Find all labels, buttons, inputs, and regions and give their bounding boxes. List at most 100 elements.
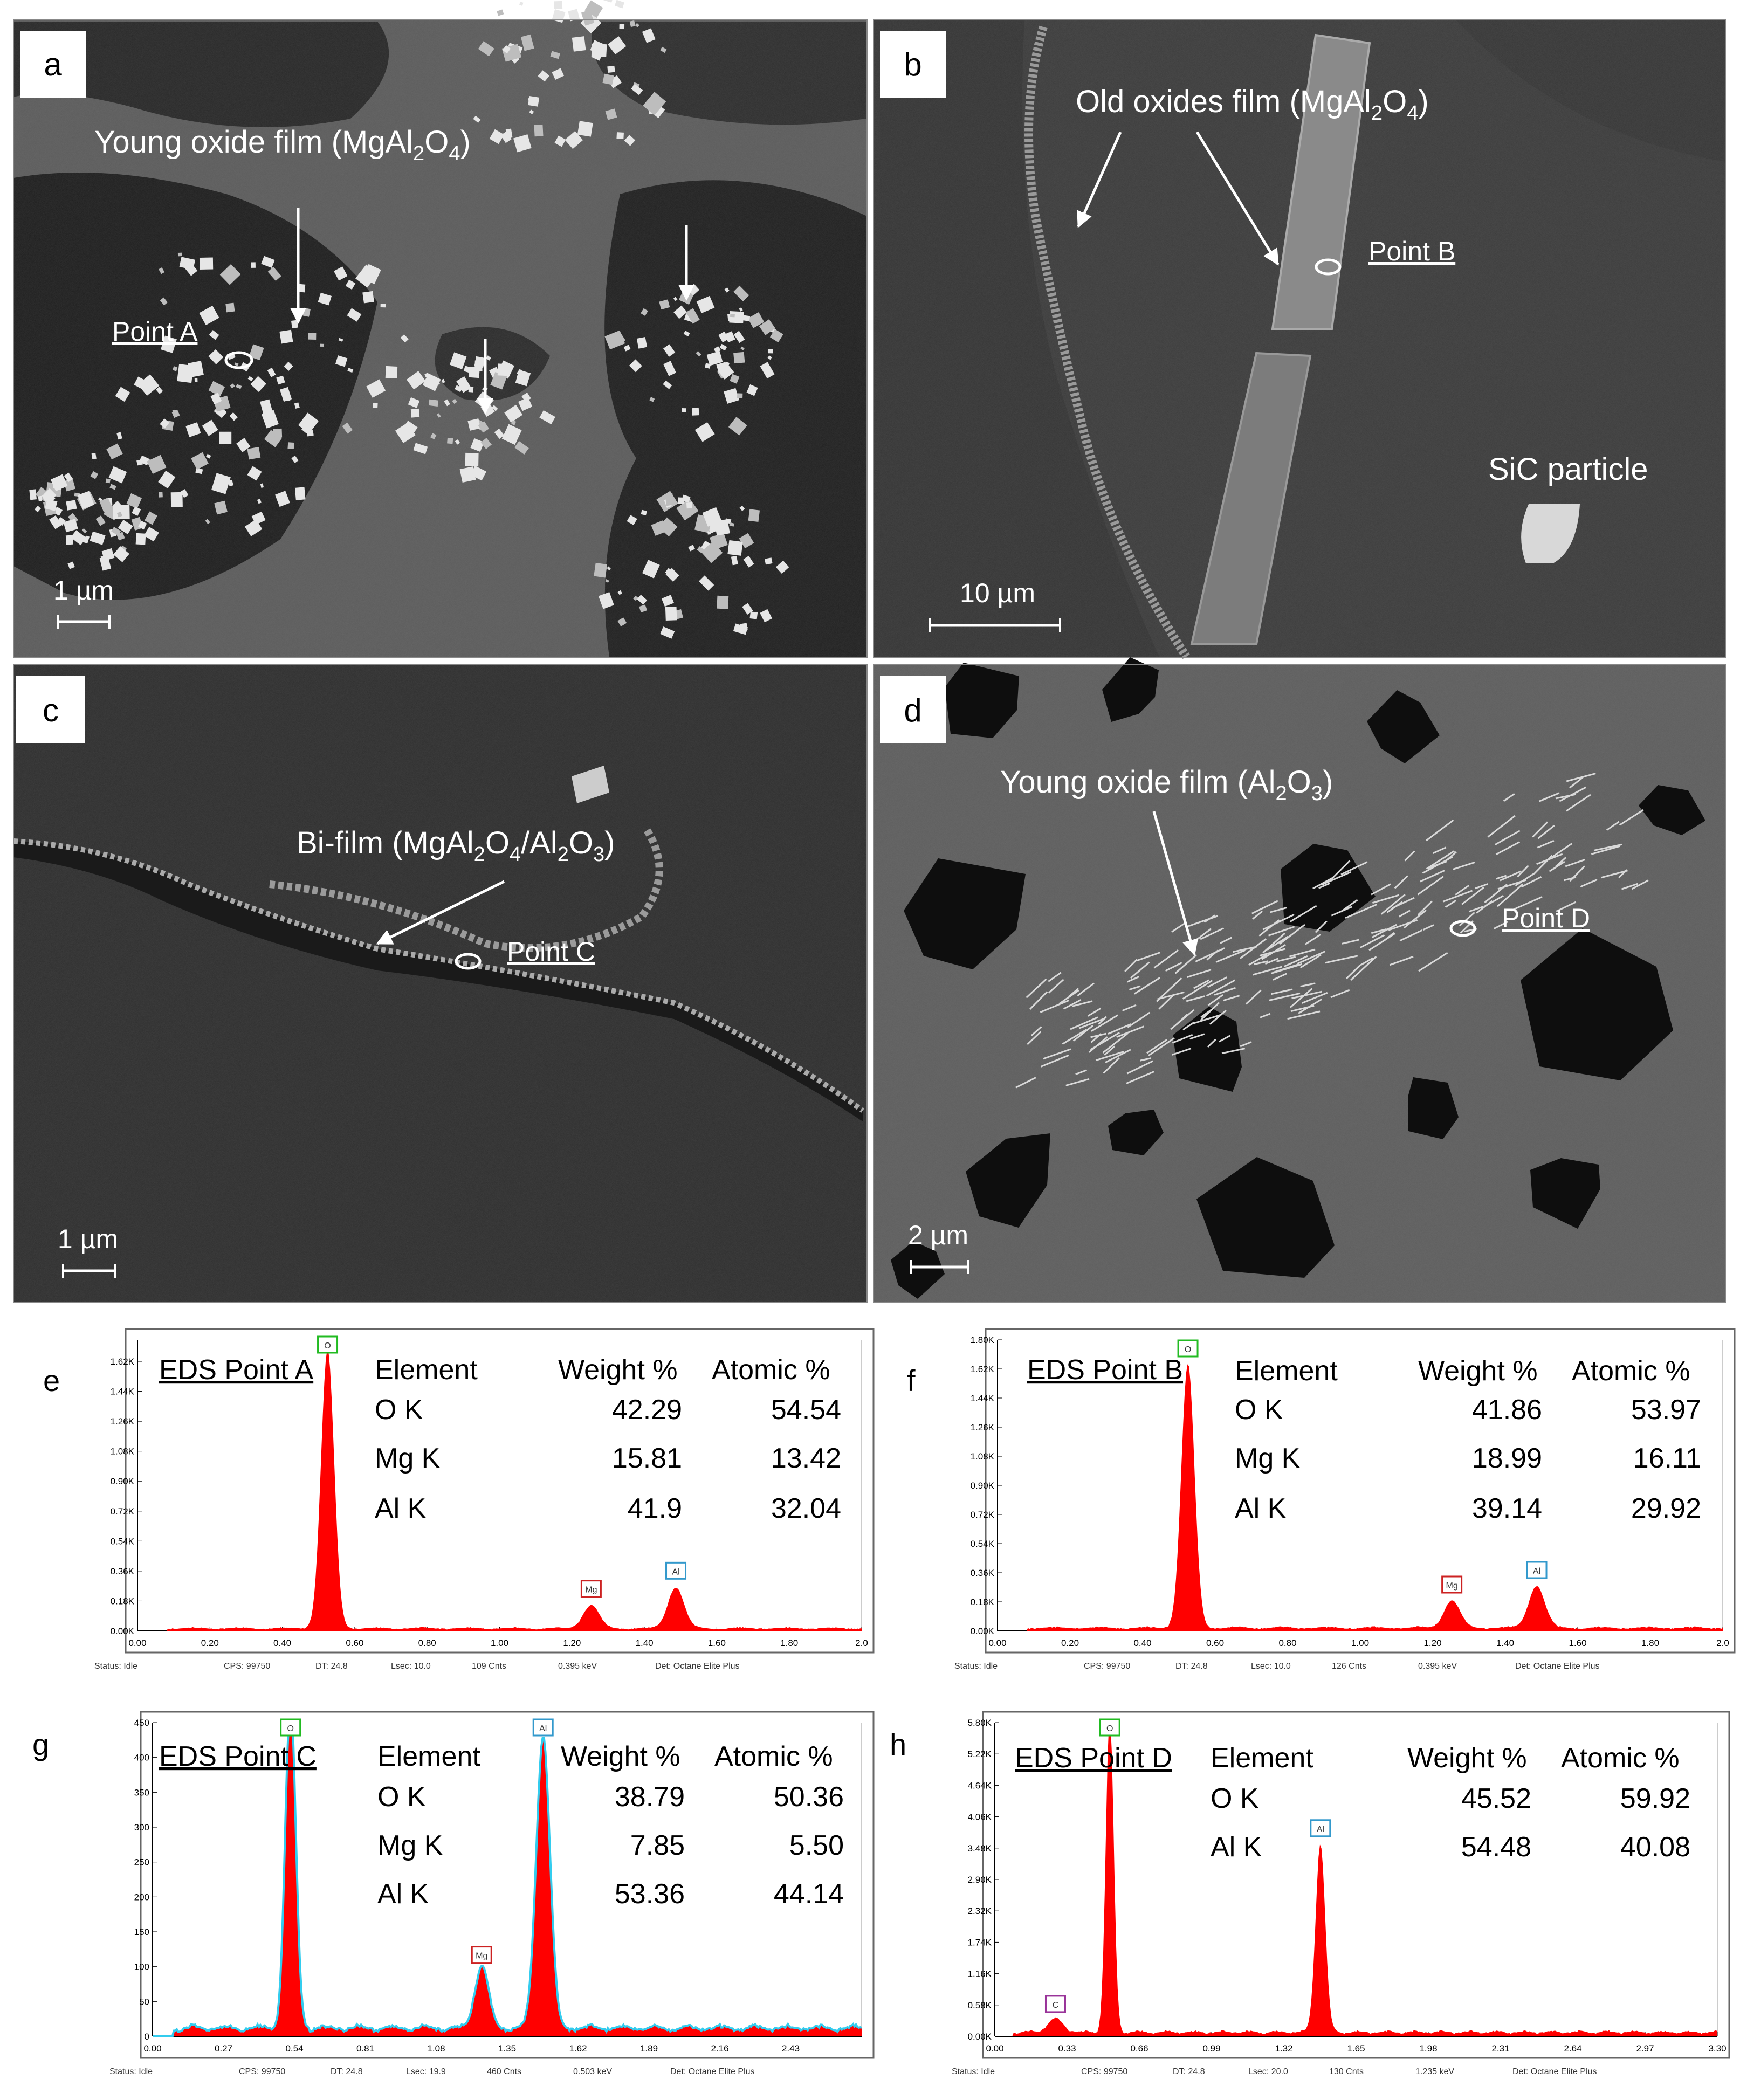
- x-tick-label: 1.40: [636, 1638, 654, 1648]
- peak-label-box: [1526, 1561, 1548, 1579]
- y-tick-label: 0.90K: [971, 1481, 995, 1491]
- crystal: [64, 472, 73, 483]
- table-cell-element: Al K: [375, 1493, 427, 1524]
- needle: [1345, 904, 1378, 919]
- alumina-needles-d: [1015, 773, 1649, 1089]
- crystal: [501, 424, 522, 445]
- y-tick-label: 150: [134, 1927, 149, 1937]
- crystal: [605, 579, 609, 583]
- y-tick-label: 0.54K: [111, 1536, 135, 1546]
- x-tick-label: 1.80: [780, 1638, 798, 1648]
- crystal: [517, 369, 525, 377]
- crystal: [474, 360, 483, 371]
- crystal: [716, 362, 728, 373]
- status-text: Lsec: 20.0: [1248, 2067, 1288, 2076]
- crystal: [257, 499, 262, 504]
- needle: [1133, 977, 1161, 995]
- panel-letter: h: [890, 1727, 906, 1761]
- needle: [1371, 924, 1397, 938]
- crystal: [651, 520, 667, 536]
- crystal: [760, 362, 775, 379]
- crystal: [160, 418, 170, 429]
- needle: [1171, 921, 1187, 933]
- crystal-particles-a: [29, 0, 789, 639]
- needle: [1533, 855, 1553, 875]
- crystal: [730, 313, 735, 318]
- crystal: [636, 336, 648, 349]
- crystal: [743, 555, 754, 568]
- crystal: [633, 595, 638, 601]
- peak-label: C: [1053, 2001, 1059, 2010]
- crystal: [247, 466, 262, 481]
- status-text: 109 Cnts: [472, 1662, 506, 1671]
- needle: [1175, 1014, 1188, 1025]
- crystal: [673, 305, 687, 319]
- crystal: [665, 607, 677, 621]
- needle: [1503, 793, 1515, 802]
- crystal: [101, 548, 115, 561]
- needle: [1207, 976, 1228, 988]
- needle: [1304, 933, 1321, 945]
- crystal: [113, 546, 129, 562]
- scale-bar-label-b: 10 µm: [960, 578, 1035, 608]
- table-cell-atomic: 59.92: [1620, 1783, 1690, 1814]
- crystal: [528, 95, 540, 107]
- status-text: CPS: 99750: [224, 1662, 270, 1671]
- crystal: [395, 422, 416, 443]
- peak-label-box: [280, 1718, 301, 1737]
- needle: [1593, 843, 1622, 851]
- crystal: [497, 363, 508, 376]
- crystal: [205, 453, 211, 459]
- needle: [1418, 952, 1448, 972]
- crystal: [607, 65, 615, 73]
- crystal: [728, 417, 747, 436]
- x-tick-label: 0.20: [201, 1638, 219, 1648]
- crystal: [208, 381, 225, 397]
- needle: [1253, 960, 1269, 966]
- needle: [1091, 1014, 1118, 1032]
- crystal: [63, 519, 78, 533]
- needle: [1559, 786, 1587, 802]
- eds-title: EDS Point B: [1027, 1354, 1183, 1386]
- x-tick-label: 2.0: [1716, 1638, 1729, 1648]
- crystal: [740, 623, 748, 631]
- crystal: [470, 438, 484, 452]
- needle: [1403, 909, 1427, 929]
- needle: [1297, 951, 1326, 965]
- crystal: [400, 334, 409, 343]
- crystal: [550, 51, 560, 59]
- needle: [1510, 896, 1543, 912]
- sic-particle: [1521, 504, 1580, 563]
- needle: [1040, 999, 1070, 1013]
- table-cell-atomic: 54.54: [771, 1394, 841, 1426]
- crystal: [116, 532, 125, 541]
- x-tick-label: 1.08: [427, 2043, 445, 2054]
- needle: [1432, 846, 1447, 854]
- needle: [1245, 989, 1262, 1005]
- crystal: [318, 292, 332, 306]
- needle: [1058, 989, 1079, 1004]
- crystal: [663, 380, 672, 389]
- crystal: [362, 291, 374, 304]
- crystal: [173, 366, 178, 371]
- crystal: [205, 519, 210, 525]
- crystal: [584, 0, 603, 18]
- table-cell-weight: 42.29: [612, 1394, 682, 1426]
- needle: [1371, 883, 1391, 896]
- needle: [1087, 1007, 1102, 1017]
- crystal: [686, 502, 692, 509]
- crystal: [225, 302, 235, 313]
- crystal: [185, 263, 198, 276]
- crystal: [45, 499, 58, 511]
- crystal: [211, 473, 231, 494]
- dark-particle: [1173, 1007, 1242, 1092]
- needle: [1090, 1033, 1102, 1043]
- crystal: [717, 595, 729, 609]
- crystal: [740, 346, 745, 350]
- needle: [1446, 851, 1457, 861]
- crystal: [308, 333, 317, 340]
- needle: [1392, 897, 1415, 909]
- eds-panel-e: 1.62K 1.44K 1.26K 1.08K 0.90K 0.72K 0.54K 0.36K…: [43, 1328, 875, 1671]
- status-text: 460 Cnts: [487, 2067, 521, 2076]
- crystal: [663, 344, 676, 357]
